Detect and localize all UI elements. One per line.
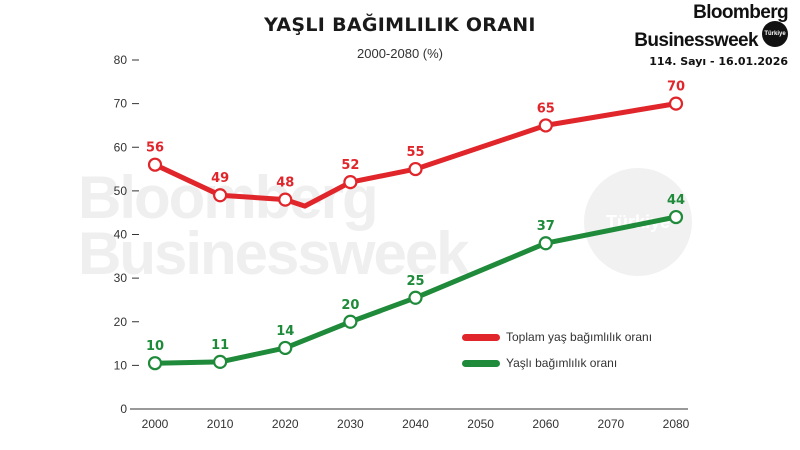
data-label: 20 xyxy=(341,298,359,313)
data-label: 70 xyxy=(667,80,685,95)
y-tick-label: 0 xyxy=(120,402,127,416)
legend-label-total: Toplam yaş bağımlılık oranı xyxy=(506,330,653,344)
data-point xyxy=(408,161,423,177)
x-tick-label: 2070 xyxy=(598,417,625,431)
y-tick-label: 40 xyxy=(114,228,128,242)
legend-swatch-elderly xyxy=(462,359,500,367)
data-point xyxy=(343,175,358,190)
data-point xyxy=(278,340,293,356)
legend-item-total: Toplam yaş bağımlılık oranı xyxy=(462,324,652,350)
y-tick-label: 30 xyxy=(114,271,128,285)
x-tick-label: 2030 xyxy=(337,417,364,431)
data-point xyxy=(278,192,293,207)
data-label: 49 xyxy=(211,171,229,186)
x-tick-label: 2080 xyxy=(663,417,690,431)
data-point xyxy=(147,157,163,172)
data-point xyxy=(213,354,228,369)
y-tick-label: 80 xyxy=(114,53,128,67)
data-label: 56 xyxy=(146,141,164,156)
data-label: 14 xyxy=(276,324,294,339)
x-tick-label: 2000 xyxy=(142,417,169,431)
data-point xyxy=(538,236,553,251)
watermark-line-2: Businessweek xyxy=(78,220,470,287)
data-label: 11 xyxy=(211,338,229,353)
data-point xyxy=(668,96,684,111)
data-label: 10 xyxy=(146,339,164,354)
x-tick-label: 2040 xyxy=(402,417,429,431)
data-point xyxy=(668,209,684,225)
y-tick-label: 50 xyxy=(114,184,128,198)
brand-logo: Bloomberg Businessweek Türkiye 114. Sayı… xyxy=(634,2,788,68)
data-label: 55 xyxy=(406,145,424,160)
data-point xyxy=(538,118,553,133)
chart-title: YAŞLI BAĞIMLILIK ORANI xyxy=(264,14,536,36)
legend-item-elderly: Yaşlı bağımlılık oranı xyxy=(462,350,652,376)
issue-info: 114. Sayı - 16.01.2026 xyxy=(649,55,788,68)
data-label: 37 xyxy=(537,219,555,234)
data-label: 52 xyxy=(341,158,359,173)
watermark-logo: Bloomberg Businessweek xyxy=(78,168,470,287)
data-point xyxy=(213,188,228,203)
data-label: 48 xyxy=(276,176,294,191)
y-tick-label: 20 xyxy=(114,315,128,329)
legend-swatch-total xyxy=(462,333,500,341)
data-point xyxy=(343,314,358,329)
x-tick-label: 2020 xyxy=(272,417,299,431)
brand-line-1: Bloomberg xyxy=(693,2,788,23)
data-label: 44 xyxy=(667,193,685,208)
data-label: 25 xyxy=(406,274,424,289)
series-line-1 xyxy=(152,101,679,209)
data-label: 65 xyxy=(537,101,555,116)
legend-label-elderly: Yaşlı bağımlılık oranı xyxy=(506,356,618,370)
y-tick-label: 60 xyxy=(114,140,128,154)
y-tick-label: 10 xyxy=(114,358,128,372)
y-tick-label: 70 xyxy=(114,97,128,111)
x-tick-label: 2060 xyxy=(532,417,559,431)
data-point xyxy=(408,290,423,305)
brand-badge: Türkiye xyxy=(762,21,788,47)
chart-subtitle: 2000-2080 (%) xyxy=(357,46,443,61)
data-point xyxy=(147,356,163,371)
x-tick-label: 2050 xyxy=(467,417,494,431)
legend: Toplam yaş bağımlılık oranı Yaşlı bağıml… xyxy=(462,324,652,376)
brand-row: Businessweek Türkiye xyxy=(634,21,788,51)
x-tick-label: 2010 xyxy=(207,417,234,431)
brand-line-2: Businessweek xyxy=(634,30,758,51)
